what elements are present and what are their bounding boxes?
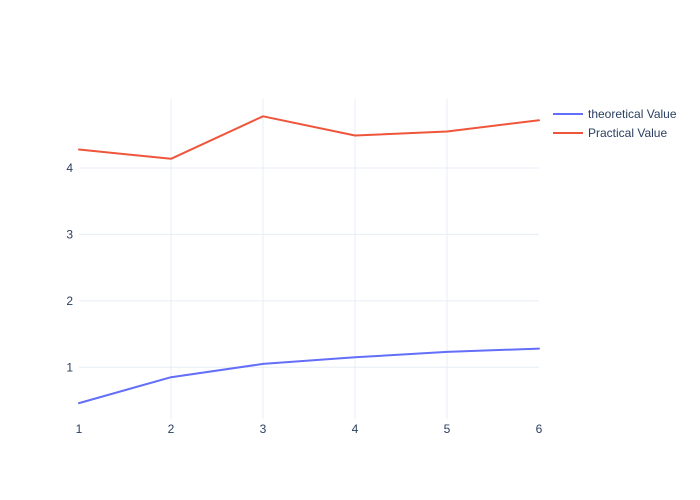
series-line-theoretical-value bbox=[78, 347, 540, 405]
series-lines bbox=[78, 115, 540, 405]
y-tick-label-4: 4 bbox=[66, 161, 73, 175]
legend-item-theoretical-value[interactable]: theoretical Value bbox=[553, 107, 677, 121]
legend-item-practical-value[interactable]: Practical Value bbox=[553, 126, 667, 140]
x-tick-label-2: 2 bbox=[168, 422, 175, 436]
axis-tick-labels: 1 2 3 4 5 6 1 2 3 4 bbox=[66, 161, 542, 436]
x-tick-label-3: 3 bbox=[260, 422, 267, 436]
gridlines bbox=[79, 99, 539, 419]
x-tick-label-1: 1 bbox=[76, 422, 83, 436]
legend: theoretical Value Practical Value bbox=[553, 107, 677, 140]
plot-area[interactable] bbox=[79, 99, 539, 419]
series-line-practical-value bbox=[78, 115, 540, 160]
x-tick-label-6: 6 bbox=[536, 422, 543, 436]
y-tick-label-3: 3 bbox=[66, 228, 73, 242]
x-tick-label-5: 5 bbox=[444, 422, 451, 436]
legend-label-theoretical-value: theoretical Value bbox=[588, 107, 677, 121]
y-tick-label-1: 1 bbox=[66, 360, 73, 374]
legend-label-practical-value: Practical Value bbox=[588, 126, 667, 140]
y-tick-label-2: 2 bbox=[66, 294, 73, 308]
x-tick-label-4: 4 bbox=[352, 422, 359, 436]
